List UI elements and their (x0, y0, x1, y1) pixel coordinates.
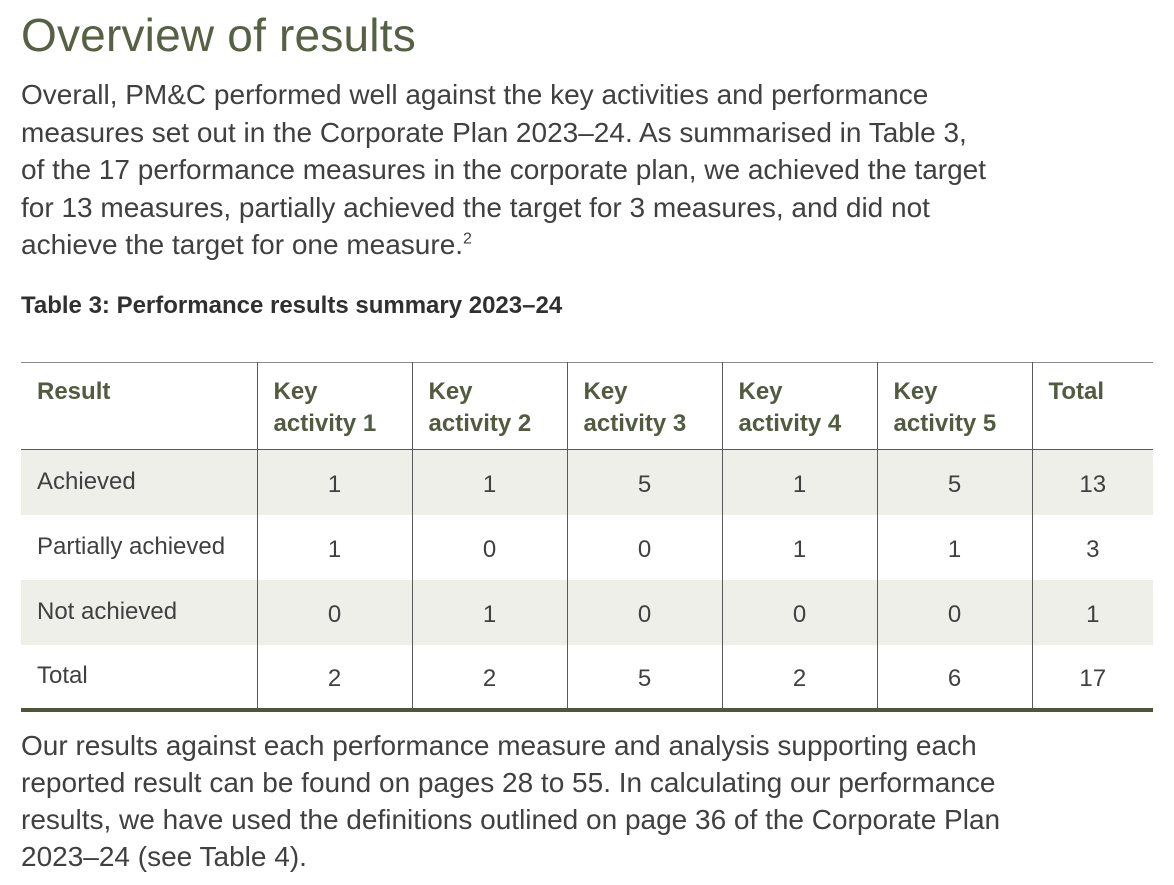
table-cell: 1 (876, 514, 1032, 580)
table-row-achieved: Achieved 1 1 5 1 5 13 (21, 449, 1153, 515)
table-cell: 1 (256, 449, 412, 515)
header-key-activity-5: Key activity 5 (876, 362, 1032, 450)
table-caption: Table 3: Performance results summary 202… (21, 292, 563, 319)
table-cell-total: 1 (1031, 579, 1153, 645)
table-row-partially-achieved: Partially achieved 1 0 0 1 1 3 (21, 514, 1153, 580)
table-cell: 5 (876, 449, 1032, 515)
intro-paragraph: Overall, PM&C performed well against the… (21, 76, 1121, 264)
table-cell: 1 (256, 514, 412, 580)
intro-line: for 13 measures, partially achieved the … (21, 191, 930, 223)
footnote-marker: 2 (463, 230, 472, 248)
table-cell: 2 (721, 644, 877, 712)
table-cell: 1 (411, 579, 567, 645)
table-row-total: Total 2 2 5 2 6 17 (21, 644, 1153, 712)
table-cell-total: 3 (1031, 514, 1153, 580)
row-label: Total (21, 644, 257, 712)
row-label: Partially achieved (37, 532, 226, 560)
table-row-not-achieved: Not achieved 0 1 0 0 0 1 (21, 579, 1153, 645)
table-cell: 0 (411, 514, 567, 580)
table-cell: 0 (721, 579, 877, 645)
row-label: Achieved (21, 449, 257, 515)
table-cell: 0 (256, 579, 412, 645)
outro-line: Our results against each performance mea… (21, 730, 977, 761)
intro-line: measures set out in the Corporate Plan 2… (21, 116, 967, 148)
table-cell: 1 (721, 514, 877, 580)
performance-results-table: Result Key activity 1 Key activity 2 Key ac… (21, 362, 1153, 712)
intro-line-text: achieve the target for one measure. (21, 229, 464, 260)
outro-line: reported result can be found on pages 28… (21, 767, 996, 798)
table-cell: 1 (411, 449, 567, 515)
header-key-activity-3: Key activity 3 (566, 362, 722, 450)
table-cell: 0 (876, 579, 1032, 645)
table-header-row: Result Key activity 1 Key activity 2 Key ac… (21, 362, 1153, 450)
table-cell: 1 (721, 449, 877, 515)
table-cell: 2 (411, 644, 567, 712)
outro-line: 2023–24 (see Table 4). (21, 841, 307, 872)
page-title: Overview of results (21, 9, 416, 61)
intro-line: Overall, PM&C performed well against the… (21, 79, 929, 110)
outro-paragraph: Our results against each performance mea… (21, 727, 1131, 875)
table-cell-total: 17 (1031, 644, 1153, 712)
row-label: Not achieved (21, 579, 257, 645)
header-key-activity-2: Key activity 2 (411, 362, 567, 450)
table-cell: 2 (256, 644, 412, 712)
table-cell: 5 (566, 644, 722, 712)
outro-line: results, we have used the definitions ou… (21, 804, 1001, 835)
header-result: Result (37, 378, 111, 405)
intro-line-last: achieve the target for one measure.2 (21, 226, 1121, 264)
table-cell: 6 (876, 644, 1032, 712)
table-cell: 5 (566, 449, 722, 515)
header-key-activity-1: Key activity 1 (256, 362, 412, 450)
table-cell: 0 (566, 579, 722, 645)
table-cell: 0 (566, 514, 722, 580)
header-key-activity-4: Key activity 4 (721, 362, 877, 450)
header-total: Total (1031, 362, 1153, 450)
table-cell-total: 13 (1031, 449, 1153, 515)
intro-line: of the 17 performance measures in the co… (21, 154, 987, 185)
